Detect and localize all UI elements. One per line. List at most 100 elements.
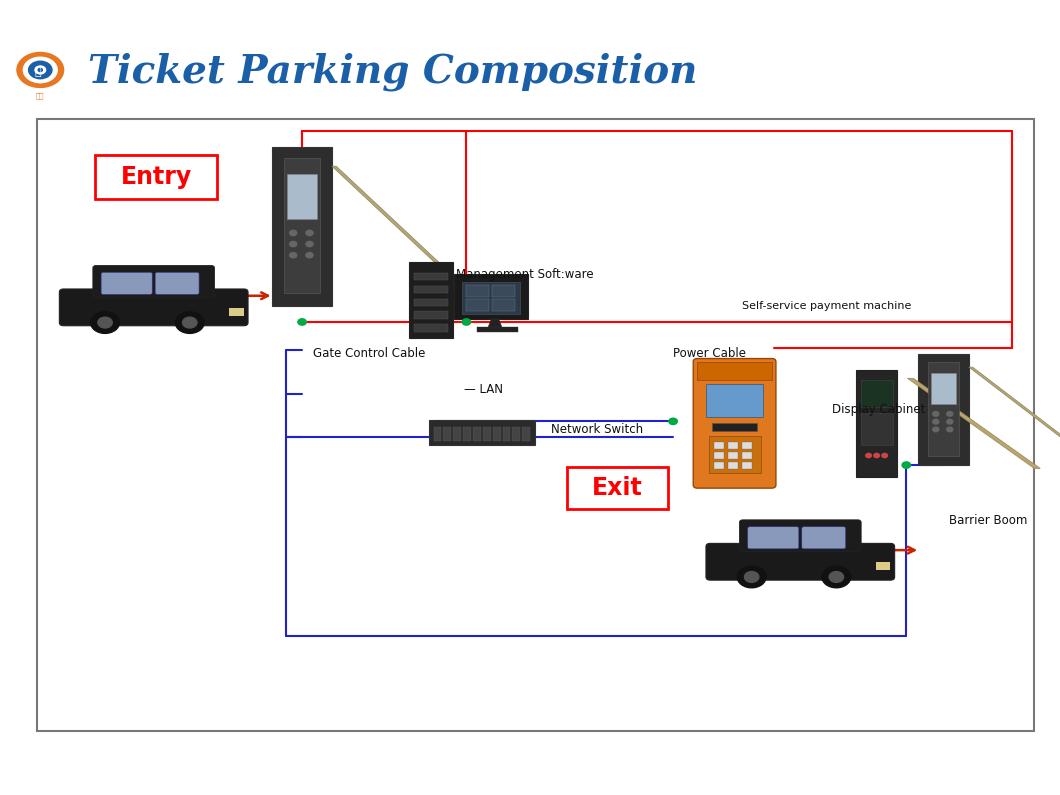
- Text: Exit: Exit: [593, 476, 642, 500]
- Text: 启功: 启功: [36, 92, 45, 99]
- Bar: [728, 442, 738, 449]
- Bar: [861, 413, 893, 445]
- Text: Display Cabinet: Display Cabinet: [832, 403, 925, 416]
- Circle shape: [29, 61, 52, 79]
- Bar: [413, 312, 448, 319]
- Polygon shape: [488, 319, 502, 329]
- FancyBboxPatch shape: [101, 273, 153, 294]
- Circle shape: [882, 453, 887, 458]
- Polygon shape: [332, 166, 465, 287]
- Bar: [465, 285, 489, 297]
- Bar: [512, 428, 520, 441]
- FancyBboxPatch shape: [740, 520, 861, 552]
- Circle shape: [933, 427, 939, 432]
- Bar: [229, 308, 244, 316]
- Text: Self-service payment machine: Self-service payment machine: [742, 301, 912, 311]
- Circle shape: [38, 68, 42, 72]
- Bar: [697, 362, 772, 380]
- Circle shape: [306, 242, 313, 246]
- Text: Power Cable: Power Cable: [673, 347, 746, 360]
- Bar: [408, 262, 453, 338]
- Bar: [483, 428, 491, 441]
- Bar: [287, 174, 317, 219]
- Bar: [95, 155, 217, 199]
- Circle shape: [289, 253, 297, 258]
- Circle shape: [933, 412, 939, 416]
- Circle shape: [298, 319, 306, 325]
- Text: Ticket Parking Composition: Ticket Parking Composition: [88, 52, 697, 91]
- Bar: [712, 424, 757, 431]
- Text: ⏻: ⏻: [35, 68, 41, 77]
- Circle shape: [182, 317, 197, 328]
- Circle shape: [933, 420, 939, 424]
- FancyBboxPatch shape: [747, 527, 799, 549]
- Circle shape: [669, 418, 677, 425]
- Circle shape: [35, 66, 46, 74]
- Circle shape: [90, 312, 120, 333]
- Circle shape: [866, 453, 871, 458]
- Bar: [37, 119, 1034, 731]
- Bar: [465, 300, 489, 312]
- Bar: [434, 428, 442, 441]
- Circle shape: [17, 52, 64, 87]
- Bar: [876, 562, 890, 570]
- Text: Entry: Entry: [121, 165, 192, 189]
- Bar: [918, 354, 969, 465]
- Bar: [413, 273, 448, 281]
- Bar: [861, 381, 893, 407]
- FancyBboxPatch shape: [693, 359, 776, 488]
- Bar: [523, 428, 530, 441]
- Bar: [429, 420, 535, 445]
- Bar: [455, 273, 528, 319]
- Bar: [493, 285, 515, 297]
- Bar: [477, 327, 518, 332]
- Circle shape: [902, 462, 911, 468]
- Bar: [742, 442, 753, 449]
- Bar: [713, 452, 724, 459]
- Bar: [713, 442, 724, 449]
- Circle shape: [23, 57, 57, 83]
- Text: Gate Control Cable: Gate Control Cable: [313, 347, 425, 360]
- FancyBboxPatch shape: [155, 273, 199, 294]
- Bar: [463, 428, 471, 441]
- Circle shape: [306, 231, 313, 235]
- Circle shape: [98, 317, 112, 328]
- Bar: [929, 362, 958, 456]
- Circle shape: [947, 420, 953, 424]
- Circle shape: [289, 242, 297, 246]
- Bar: [493, 300, 515, 312]
- FancyBboxPatch shape: [801, 527, 846, 549]
- Bar: [742, 452, 753, 459]
- Text: Management Soft:ware: Management Soft:ware: [456, 268, 594, 281]
- Bar: [462, 282, 520, 314]
- Bar: [728, 462, 738, 469]
- Text: — LAN: — LAN: [464, 383, 503, 396]
- FancyBboxPatch shape: [59, 289, 248, 326]
- Bar: [931, 373, 956, 404]
- Circle shape: [737, 566, 766, 588]
- Circle shape: [947, 427, 953, 432]
- Bar: [493, 428, 500, 441]
- Polygon shape: [907, 378, 1040, 468]
- Text: Network Switch: Network Switch: [551, 423, 643, 436]
- Circle shape: [873, 453, 880, 458]
- Circle shape: [289, 231, 297, 235]
- Bar: [284, 158, 320, 293]
- Bar: [728, 452, 738, 459]
- Circle shape: [822, 566, 851, 588]
- Circle shape: [175, 312, 205, 333]
- Bar: [413, 285, 448, 293]
- Bar: [713, 462, 724, 469]
- Bar: [413, 324, 448, 332]
- Bar: [856, 370, 897, 477]
- Bar: [473, 428, 481, 441]
- Circle shape: [744, 572, 759, 583]
- Bar: [708, 436, 761, 472]
- Circle shape: [462, 319, 471, 325]
- Circle shape: [947, 412, 953, 416]
- Bar: [706, 384, 763, 417]
- Bar: [567, 467, 668, 509]
- Bar: [443, 428, 452, 441]
- Bar: [272, 147, 332, 306]
- Bar: [413, 299, 448, 306]
